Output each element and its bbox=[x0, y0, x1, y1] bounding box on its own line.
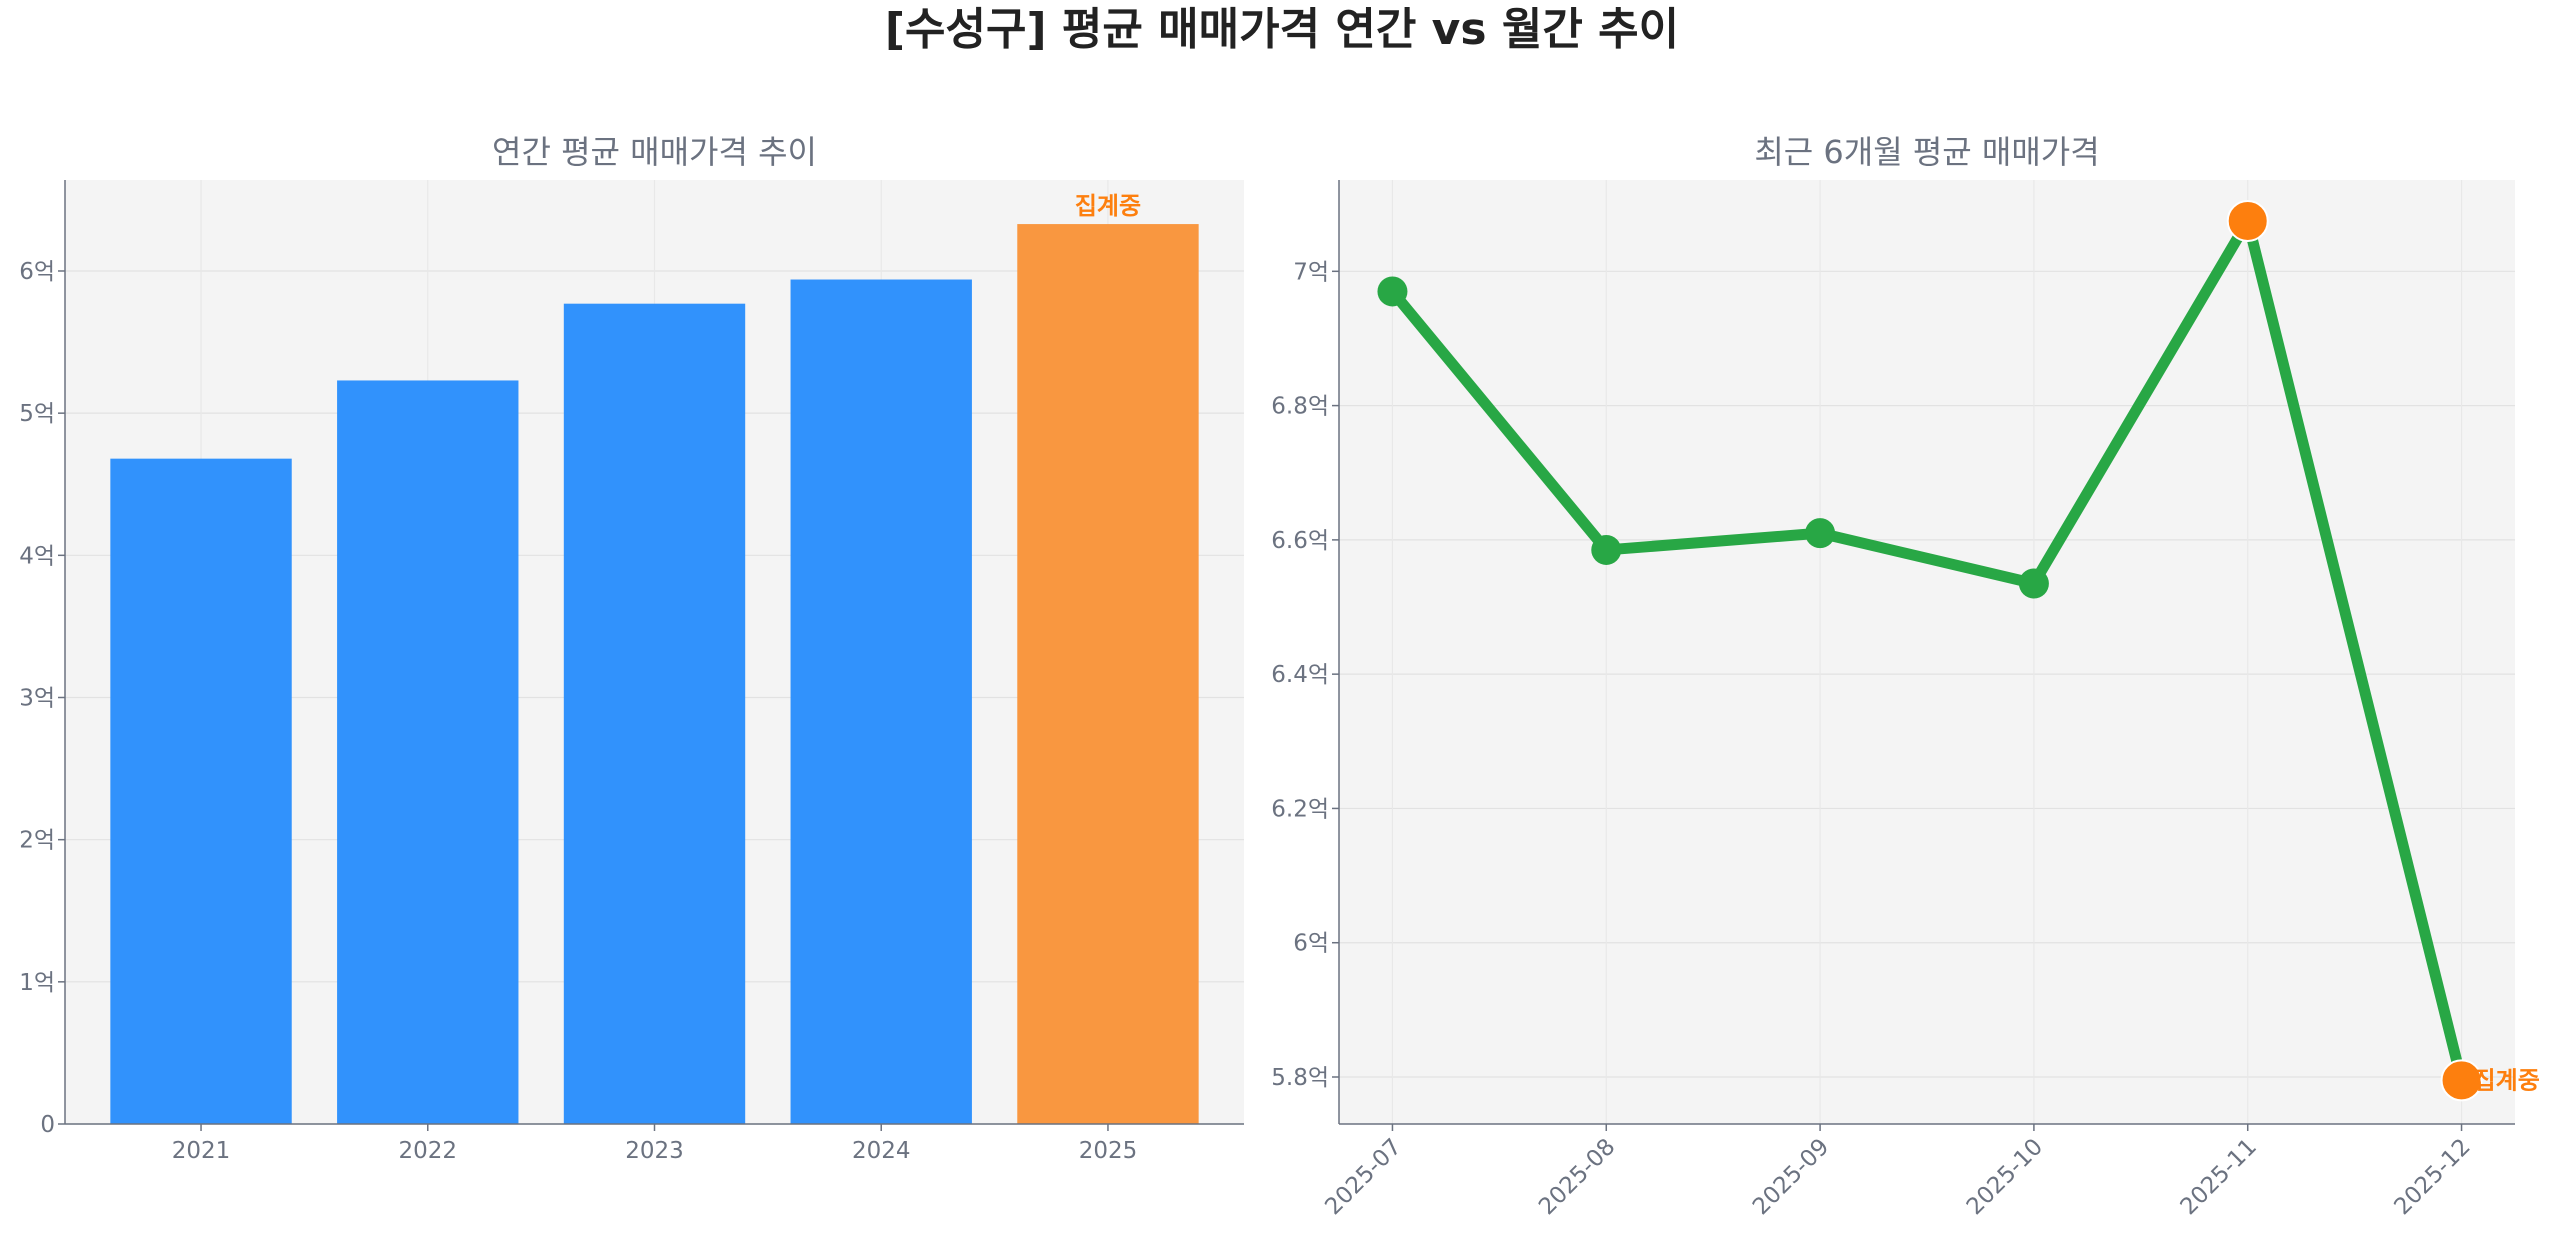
y-tick-label: 6.8억 bbox=[1271, 394, 1329, 420]
x-tick-label: 2022 bbox=[398, 1138, 457, 1164]
x-tick-label: 2025-07 bbox=[1320, 1134, 1406, 1220]
data-point-2025-10 bbox=[2018, 568, 2049, 599]
price-line bbox=[1388, 215, 2467, 1082]
y-tick-label: 5.8억 bbox=[1271, 1065, 1329, 1091]
x-tick-label: 2025-08 bbox=[1534, 1134, 1620, 1220]
y-tick-label: 2억 bbox=[19, 828, 55, 854]
y-tick-label: 0 bbox=[40, 1112, 55, 1138]
bar-2021 bbox=[110, 458, 292, 1124]
x-tick-label: 2025-11 bbox=[2176, 1134, 2262, 1220]
bar-2024 bbox=[790, 279, 972, 1124]
y-tick-label: 5억 bbox=[19, 401, 55, 427]
y-tick-label: 7억 bbox=[1293, 259, 1329, 285]
y-tick-label: 4억 bbox=[19, 543, 55, 569]
annotation-label: 집계중 bbox=[2474, 1066, 2540, 1094]
y-tick-label: 6억 bbox=[19, 259, 55, 285]
x-tick-label: 2024 bbox=[852, 1138, 911, 1164]
bar-2025 bbox=[1017, 224, 1199, 1125]
x-tick-label: 2025-12 bbox=[2389, 1134, 2475, 1220]
data-point-2025-07 bbox=[1377, 276, 1408, 307]
y-tick-label: 6.2억 bbox=[1271, 796, 1329, 822]
bar-2022 bbox=[337, 380, 519, 1124]
y-tick-label: 6.4억 bbox=[1271, 662, 1329, 688]
x-tick-label: 2025 bbox=[1079, 1138, 1138, 1164]
data-point-2025-08 bbox=[1591, 534, 1622, 565]
data-point-2025-09 bbox=[1805, 518, 1836, 549]
annotation-label: 집계중 bbox=[1075, 192, 1141, 220]
bar-2023 bbox=[563, 303, 746, 1124]
data-point-2025-12 bbox=[2440, 1059, 2483, 1102]
subplot-title: 최근 6개월 평균 매매가격 bbox=[1754, 133, 2099, 171]
monthly-line-chart: 최근 6개월 평균 매매가격 5.8억 6억 6.2억 6.4억 6.6억 6.8억 7억 20… bbox=[1271, 133, 2540, 1220]
x-tick-label: 2025-09 bbox=[1748, 1134, 1834, 1220]
y-tick-label: 1억 bbox=[19, 970, 55, 996]
x-tick-label: 2023 bbox=[625, 1138, 684, 1164]
subplot-title: 연간 평균 매매가격 추이 bbox=[492, 133, 817, 171]
x-tick-label: 2021 bbox=[172, 1138, 231, 1164]
figure-title: [수성구] 평균 매매가격 연간 vs 월간 추이 bbox=[885, 4, 1679, 55]
x-tick-label: 2025-10 bbox=[1962, 1134, 2048, 1220]
y-tick-label: 6억 bbox=[1293, 931, 1329, 957]
axes-background bbox=[1339, 180, 2515, 1124]
y-tick-label: 3억 bbox=[19, 685, 55, 711]
annual-bar-chart: 연간 평균 매매가격 추이 0 1억 2억 3억 4억 5억 6억 2021 2022 2023 20… bbox=[19, 133, 1244, 1164]
data-point-2025-11 bbox=[2226, 199, 2269, 242]
y-tick-label: 6.6억 bbox=[1271, 528, 1329, 554]
